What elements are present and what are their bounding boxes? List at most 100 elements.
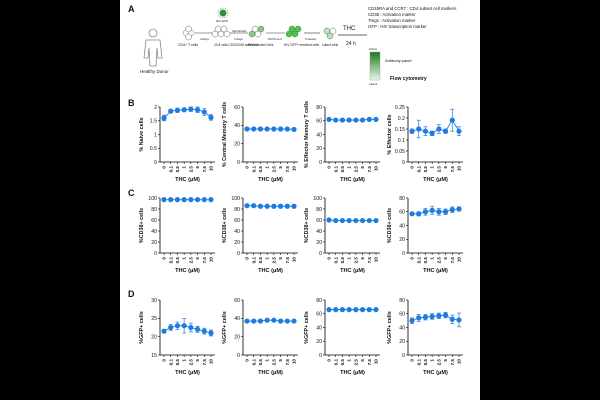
y-axis-label: %GFP+ cells: [387, 311, 393, 344]
data-point: [264, 317, 270, 323]
y-tick-label: 60: [399, 210, 405, 216]
x-tick-label: 0.1: [251, 166, 256, 173]
data-point: [373, 307, 379, 313]
x-tick-label: 0.1: [168, 257, 173, 264]
y-tick-label: 0.25: [395, 105, 405, 111]
x-tick-label: 10: [457, 166, 462, 172]
y-tick-label: 80: [151, 207, 157, 213]
chart-d-1: 15 20 25 30 0 0.1 0.5 1 2.5 5 7.5 10 THC (μM) %GFP+ c…: [139, 298, 215, 376]
data-point: [442, 209, 449, 215]
x-tick-label: 10: [374, 257, 379, 263]
data-point: [188, 324, 194, 331]
x-tick-label: 0.5: [423, 257, 428, 264]
x-tick-label: 5: [278, 257, 283, 260]
y-tick-label: 30: [151, 298, 157, 304]
y-tick-label: 60: [316, 119, 322, 125]
data-point: [422, 314, 429, 320]
x-tick-label: 2.5: [353, 359, 358, 366]
x-tick-label: 7.5: [202, 359, 207, 366]
data-point: [366, 217, 372, 224]
x-tick-label: 2.5: [188, 359, 193, 366]
y-tick-label: 0: [237, 353, 240, 359]
spinfection-label: Spinfection: [232, 29, 247, 33]
x-tick-label: 1: [265, 257, 270, 260]
x-tick-label: 7.5: [285, 166, 290, 173]
data-point: [194, 326, 201, 332]
antibody-panel-label: Antibody panel: [385, 58, 412, 63]
data-point: [291, 126, 297, 133]
x-tick-label: 0.5: [175, 359, 180, 366]
y-axis-label: % Effector Memory T cells: [304, 101, 310, 168]
data-point: [416, 315, 422, 321]
x-tick-label: 0: [162, 359, 167, 362]
data-point: [333, 307, 339, 313]
x-tick-label: 10: [374, 166, 379, 172]
y-tick-label: 60: [316, 312, 322, 318]
data-point: [208, 330, 214, 336]
data-point: [174, 197, 181, 203]
y-tick-label: 0: [154, 251, 157, 257]
x-tick-label: 2.5: [436, 359, 441, 366]
data-point: [429, 313, 435, 320]
x-tick-label: 0.1: [333, 359, 338, 366]
y-tick-label: 0.5: [150, 146, 157, 152]
data-point: [174, 107, 181, 113]
data-point: [442, 312, 449, 318]
y-tick-label: 40: [234, 123, 240, 129]
y-tick-label: 100: [148, 196, 157, 202]
x-tick-label: 7.5: [202, 166, 207, 173]
x-axis-label: THC (μM): [175, 268, 200, 274]
x-tick-label: 2.5: [353, 257, 358, 264]
y-tick-label: 0: [237, 251, 240, 257]
x-axis-label: THC (μM): [423, 177, 448, 183]
x-tick-label: 10: [209, 166, 214, 172]
data-point: [449, 316, 455, 322]
data-point: [436, 126, 442, 132]
data-point: [194, 197, 201, 203]
x-axis-label: THC (μM): [258, 268, 283, 274]
y-tick-label: 60: [234, 105, 240, 111]
data-point: [257, 126, 264, 132]
y-tick-label: 40: [234, 229, 240, 235]
x-tick-label: 10: [292, 166, 297, 172]
arrow-label-4: 5 weeks: [305, 37, 317, 41]
y-tick-label: 20: [316, 339, 322, 345]
x-tick-label: 10: [374, 359, 379, 365]
x-tick-label: 1: [182, 257, 187, 260]
y-tick-label: 0.15: [395, 127, 405, 133]
arrow-label-1: 3 days: [200, 37, 209, 41]
data-point: [429, 207, 435, 213]
data-point: [366, 116, 372, 122]
x-tick-label: 0.1: [168, 359, 173, 366]
x-tick-label: 0.5: [175, 166, 180, 173]
x-tick-label: 5: [443, 257, 448, 260]
x-tick-label: 1: [265, 359, 270, 362]
flow-cytometry-label: Flow cytometry: [390, 76, 427, 82]
y-tick-label: 60: [151, 218, 157, 224]
data-point: [257, 318, 264, 324]
y-tick-label: 20: [234, 334, 240, 340]
panel-label-a: A: [128, 4, 135, 14]
figure-panel: A B C D Healthy Donor CD4+ T cells 3 day…: [120, 0, 480, 400]
data-point: [271, 317, 277, 323]
x-tick-label: 1: [347, 359, 352, 362]
x-tick-label: 0.5: [340, 166, 345, 173]
gel-bottom-label: Latent: [369, 82, 378, 86]
x-tick-label: 0.1: [416, 166, 421, 173]
arrow-label-2: 3 days: [234, 37, 243, 41]
data-point: [456, 317, 462, 323]
y-tick-label: 40: [316, 229, 322, 235]
step-label-2: CD4 cells CD3/CD28 activated: [214, 43, 258, 47]
y-tick-label: 40: [399, 325, 405, 331]
x-axis-label: THC (μM): [175, 370, 200, 376]
x-tick-label: 0: [162, 166, 167, 169]
x-tick-label: 5: [195, 257, 200, 260]
data-point: [346, 307, 352, 313]
y-tick-label: 0.1: [398, 138, 405, 144]
x-tick-label: 0: [245, 359, 250, 362]
